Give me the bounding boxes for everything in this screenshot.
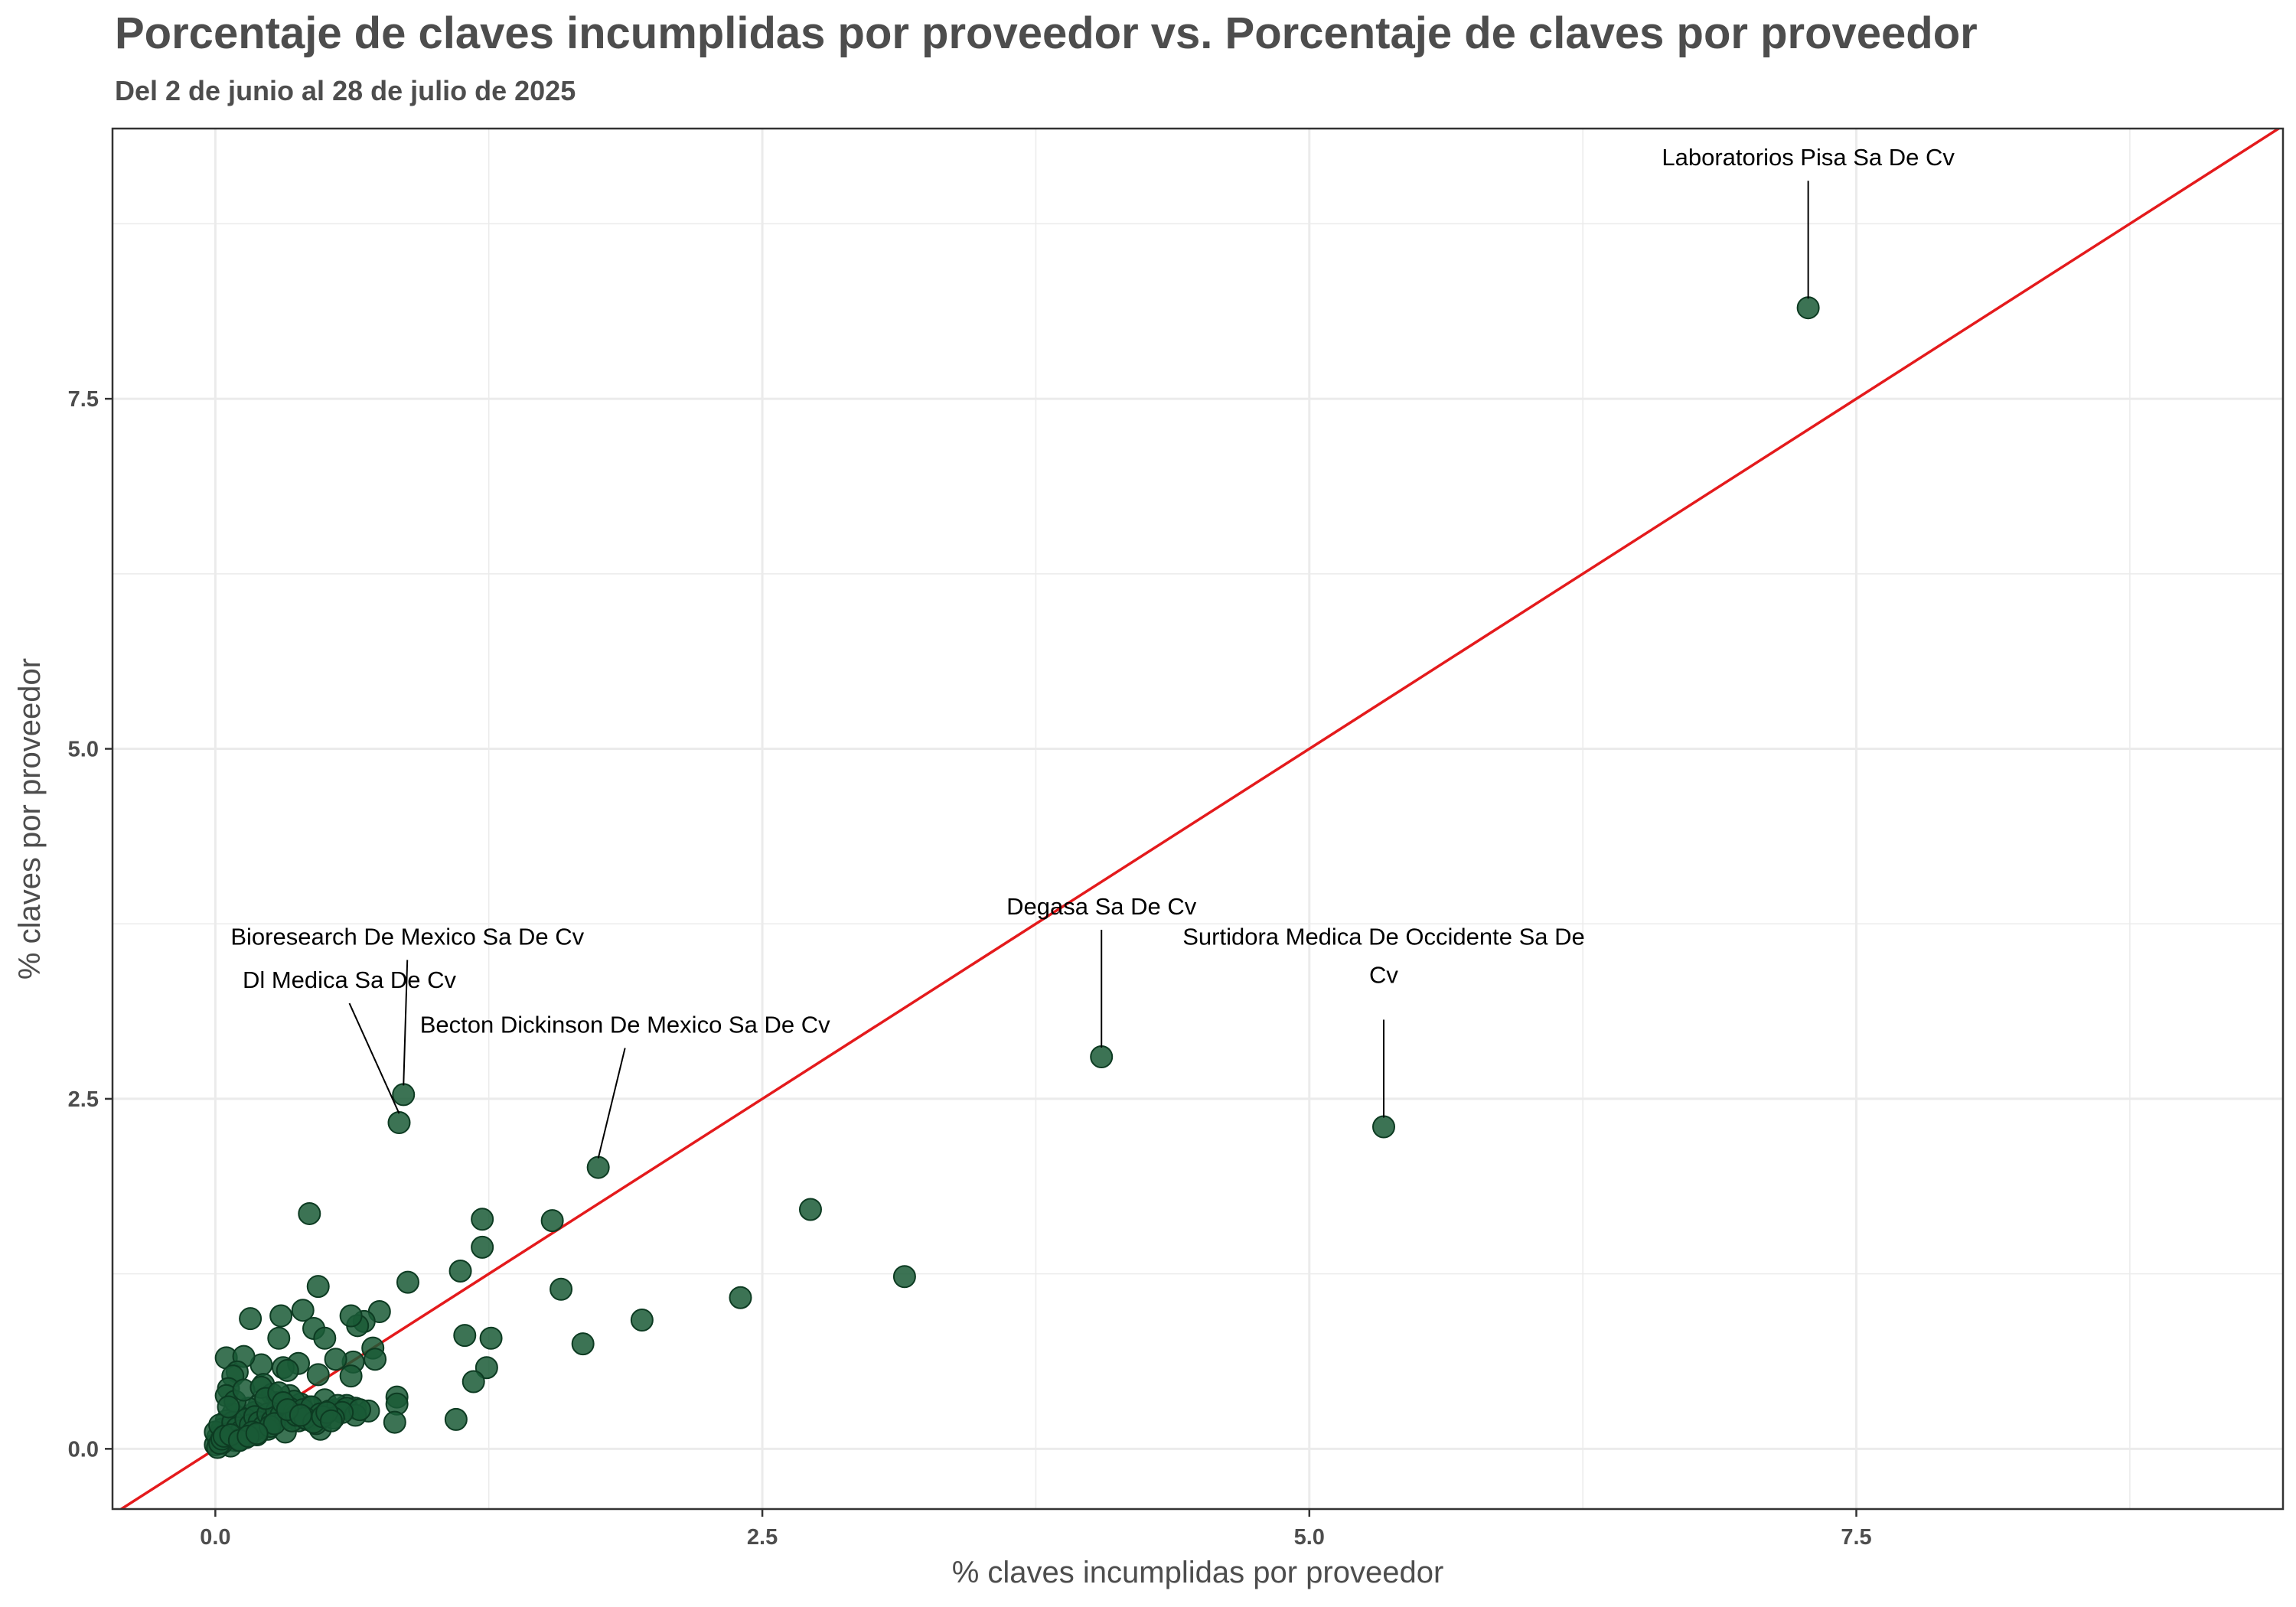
annotation-label: Bioresearch De Mexico Sa De Cv: [230, 923, 584, 950]
data-point: [630, 1309, 654, 1332]
data-point: [729, 1286, 752, 1309]
data-point: [892, 1265, 916, 1289]
annotation-leader-line: [403, 960, 409, 1086]
data-point: [396, 1270, 419, 1294]
data-point: [339, 1364, 363, 1388]
chart-title: Porcentaje de claves incumplidas por pro…: [115, 8, 1978, 58]
data-point: [471, 1235, 494, 1259]
y-tick-label: 5.0: [68, 738, 99, 762]
x-tick-label: 5.0: [1294, 1525, 1325, 1550]
data-point: [298, 1201, 321, 1225]
y-tick-label: 2.5: [68, 1087, 99, 1112]
data-point: [586, 1156, 610, 1179]
data-point: [306, 1363, 330, 1387]
data-points: [204, 296, 1820, 1459]
y-axis-title: % claves por proveedor: [13, 658, 47, 980]
y-tick-label: 7.5: [68, 387, 99, 412]
data-point: [1090, 1045, 1114, 1069]
data-point: [291, 1299, 315, 1322]
data-point: [267, 1326, 291, 1350]
data-point: [479, 1326, 503, 1350]
y-tick-label: 0.0: [68, 1437, 99, 1462]
data-point: [306, 1275, 330, 1299]
data-point: [1372, 1115, 1396, 1139]
data-point: [392, 1083, 416, 1107]
x-axis-title: % claves incumplidas por proveedor: [952, 1556, 1444, 1589]
axes: 0.0 2.5 5.0 7.5 0.0 2.5 5.0 7.5: [68, 387, 1872, 1550]
data-point: [798, 1198, 822, 1221]
data-point: [1796, 296, 1820, 320]
x-tick-label: 7.5: [1841, 1525, 1871, 1550]
data-point: [475, 1356, 498, 1380]
annotation-leader-line: [597, 1048, 626, 1159]
data-point: [289, 1403, 312, 1427]
chart-subtitle: Del 2 de junio al 28 de julio de 2025: [115, 75, 576, 106]
grid-lines: [113, 129, 2283, 1509]
annotation-leader-line: [348, 1002, 400, 1114]
data-point: [550, 1277, 573, 1301]
data-point: [245, 1422, 269, 1446]
annotation-label: Surtidora Medica De Occidente Sa De Cv: [1182, 924, 1585, 989]
annotation-label: Becton Dickinson De Mexico Sa De Cv: [420, 1012, 830, 1038]
annotation-label: Degasa Sa De Cv: [1006, 893, 1197, 920]
data-point: [540, 1209, 564, 1233]
data-point: [461, 1370, 485, 1393]
data-point: [387, 1111, 411, 1135]
annotation-label: Dl Medica Sa De Cv: [243, 966, 457, 993]
data-point: [313, 1326, 337, 1350]
data-point: [276, 1358, 299, 1382]
data-point: [364, 1348, 387, 1371]
data-point: [444, 1407, 468, 1431]
data-point: [448, 1259, 472, 1283]
data-point: [217, 1395, 240, 1419]
data-point: [571, 1332, 595, 1356]
data-point: [339, 1304, 363, 1328]
data-point: [471, 1208, 494, 1231]
data-point: [453, 1324, 477, 1348]
data-point: [239, 1307, 263, 1331]
annotations: Laboratorios Pisa Sa De Cv Degasa Sa De C…: [230, 144, 1955, 1159]
data-point: [383, 1410, 406, 1434]
data-point: [324, 1348, 347, 1371]
data-point: [269, 1304, 293, 1328]
data-point: [319, 1409, 343, 1433]
annotation-label: Laboratorios Pisa Sa De Cv: [1662, 144, 1955, 171]
x-tick-label: 2.5: [747, 1525, 778, 1550]
panel-border: [111, 127, 2285, 1511]
x-tick-label: 0.0: [200, 1525, 230, 1550]
